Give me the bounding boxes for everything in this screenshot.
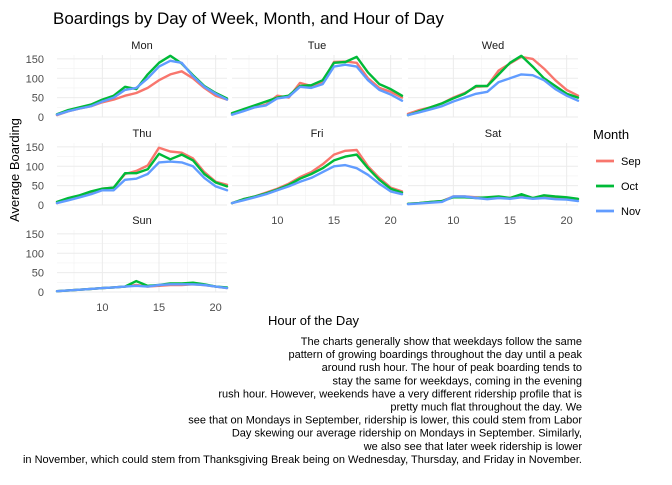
- y-tick-label: 0: [38, 287, 44, 299]
- caption-line: around rush hour. The hour of peak board…: [322, 362, 582, 374]
- y-tick-label: 100: [26, 73, 44, 85]
- facet-strip-label: Wed: [482, 40, 504, 52]
- series-line-oct: [55, 152, 229, 204]
- x-tick-label: 20: [385, 215, 397, 227]
- facet-panel-sun: Sun 0 50 100 150 10 15 20: [26, 215, 229, 314]
- legend-label-nov: Nov: [621, 206, 641, 218]
- x-tick-label: 10: [447, 215, 459, 227]
- caption-line: see that on Mondays in September, riders…: [188, 415, 582, 427]
- facet-strip-label: Sun: [132, 215, 152, 227]
- legend-title: Month: [593, 127, 629, 142]
- x-axis-title: Hour of the Day: [268, 313, 360, 328]
- facet-strip-label: Sat: [485, 128, 502, 140]
- facet-strip-label: Mon: [131, 40, 152, 52]
- y-tick-label: 100: [26, 248, 44, 260]
- series-line-nov: [406, 73, 580, 117]
- facet-panel-tue: Tue: [230, 40, 404, 118]
- facet-strip-label: Thu: [133, 128, 152, 140]
- y-tick-label: 150: [26, 54, 44, 66]
- x-tick-label: 10: [271, 215, 283, 227]
- facet-panel-mon: Mon 0 50 100 150: [26, 40, 229, 124]
- x-tick-label: 10: [96, 302, 108, 314]
- caption-line: stay the same for weekdays, coming in th…: [333, 375, 582, 387]
- series-line-oct: [230, 55, 404, 115]
- facet-panel-wed: Wed: [406, 40, 580, 118]
- x-tick-label: 15: [153, 302, 165, 314]
- chart-caption: The charts generally show that weekdays …: [23, 336, 583, 466]
- series-line-nov: [230, 163, 404, 205]
- facet-panel-sat: Sat 10 15 20: [406, 128, 580, 227]
- caption-line: in November, which could stem from Thank…: [23, 454, 582, 466]
- series-line-nov: [406, 195, 580, 206]
- facet-panel-thu: Thu 0 50 100 150: [26, 128, 229, 212]
- series-line-nov: [55, 160, 229, 205]
- facet-panel-fri: Fri 10 15 20: [230, 128, 404, 227]
- y-tick-label: 0: [38, 112, 44, 124]
- y-tick-label: 100: [26, 161, 44, 173]
- x-tick-label: 15: [328, 215, 340, 227]
- y-tick-label: 50: [32, 93, 44, 105]
- caption-line: Day skewing our average ridership on Mon…: [232, 428, 582, 440]
- chart-title: Boardings by Day of Week, Month, and Hou…: [53, 9, 444, 28]
- caption-line: we also see that later week ridership is…: [363, 441, 583, 453]
- x-tick-label: 20: [561, 215, 573, 227]
- y-axis-title: Average Boarding: [7, 118, 22, 222]
- x-tick-label: 15: [504, 215, 516, 227]
- y-tick-label: 0: [38, 200, 44, 212]
- series-line-nov: [230, 63, 404, 116]
- series-line-nov: [55, 283, 229, 293]
- facet-strip-label: Tue: [308, 40, 327, 52]
- series-line-nov: [55, 59, 229, 116]
- legend: Month Sep Oct Nov: [593, 127, 641, 218]
- caption-line: The charts generally show that weekdays …: [301, 336, 582, 348]
- y-tick-label: 50: [32, 268, 44, 280]
- y-tick-label: 150: [26, 229, 44, 241]
- x-tick-label: 20: [210, 302, 222, 314]
- caption-line: pretty much flat throughout the day. We: [390, 402, 582, 414]
- y-tick-label: 150: [26, 142, 44, 154]
- legend-label-sep: Sep: [621, 156, 641, 168]
- caption-line: pattern of growing boardings throughout …: [288, 349, 582, 361]
- series-line-oct: [406, 54, 580, 117]
- legend-label-oct: Oct: [621, 181, 638, 193]
- facet-strip-label: Fri: [311, 128, 324, 140]
- caption-line: rush hour. However, weekends have a very…: [218, 388, 582, 400]
- y-tick-label: 50: [32, 181, 44, 193]
